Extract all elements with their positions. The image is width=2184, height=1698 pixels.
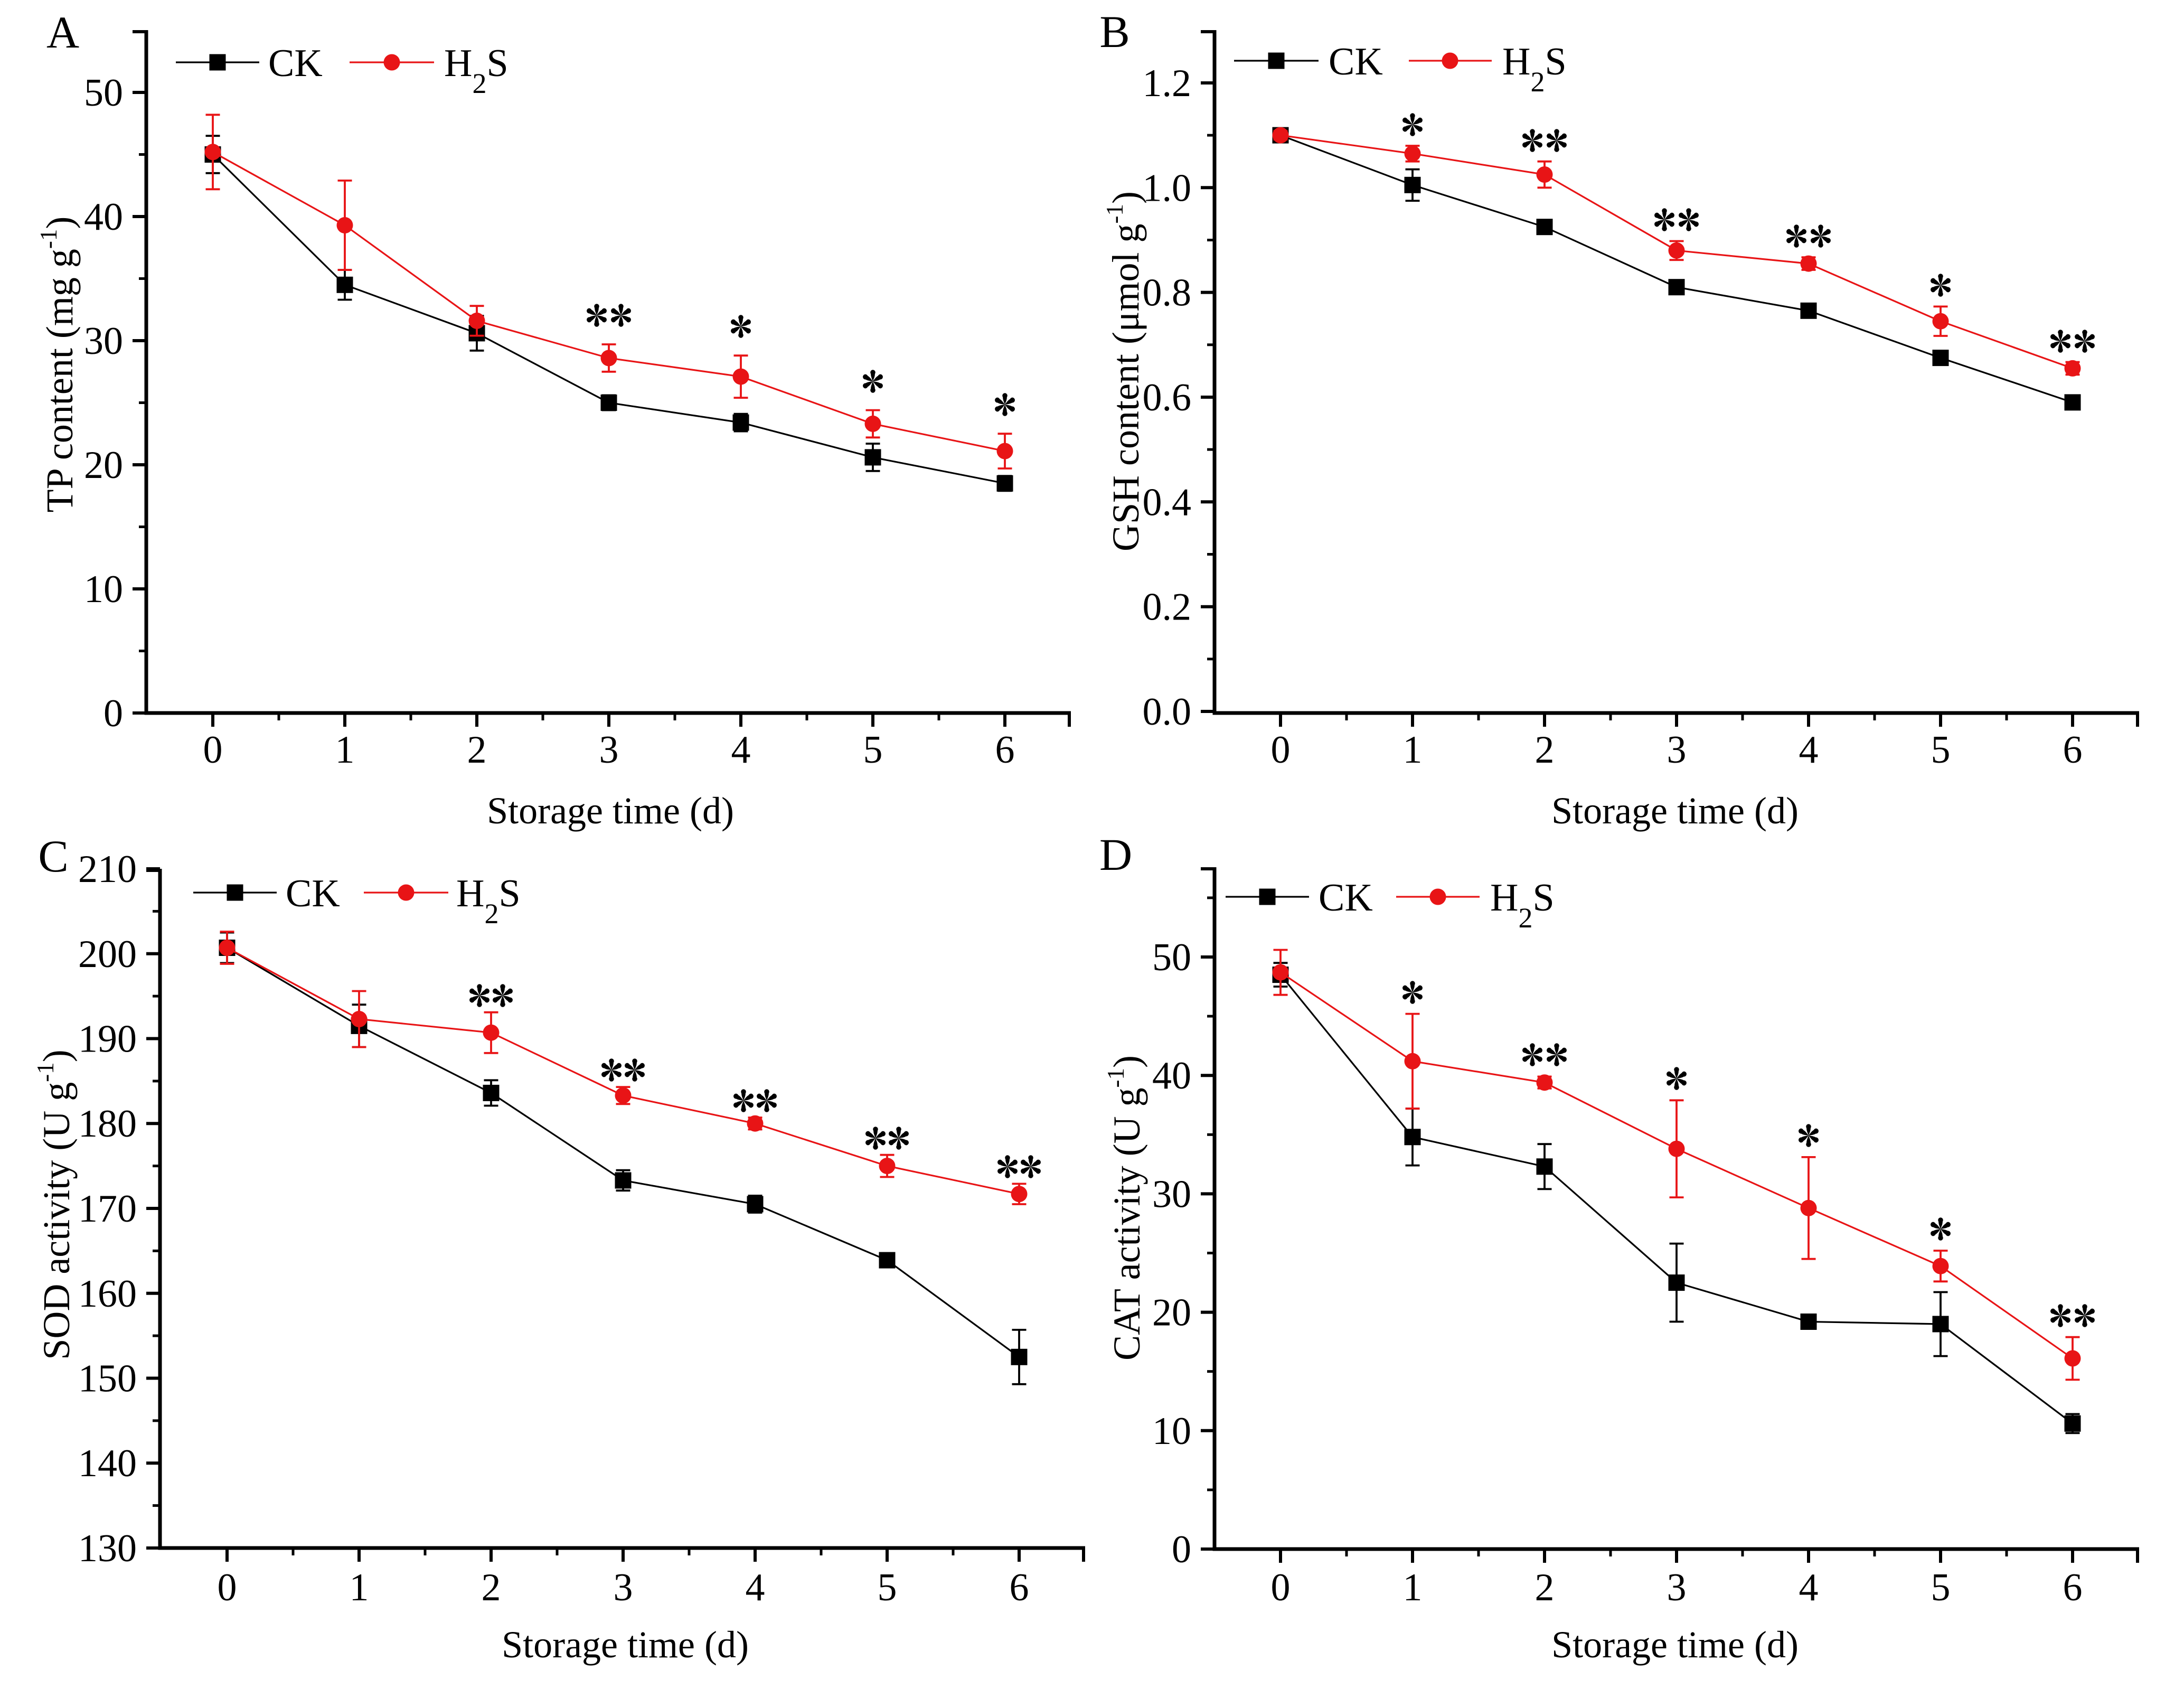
svg-text:1: 1: [335, 728, 355, 772]
svg-text:40: 40: [1152, 1054, 1191, 1097]
svg-text:0: 0: [203, 728, 223, 772]
svg-text:SOD activity (U g-1): SOD activity (U g-1): [32, 1049, 78, 1359]
svg-text:2: 2: [467, 728, 487, 772]
svg-text:130: 130: [78, 1527, 137, 1570]
svg-text:180: 180: [78, 1102, 137, 1146]
svg-text:200: 200: [78, 933, 137, 976]
svg-text:140: 140: [78, 1442, 137, 1485]
svg-text:170: 170: [78, 1187, 137, 1231]
svg-text:210: 210: [78, 848, 137, 891]
svg-text:6: 6: [2063, 1566, 2083, 1609]
svg-text:6: 6: [995, 728, 1015, 772]
svg-text:0: 0: [1271, 728, 1291, 772]
svg-text:CK: CK: [268, 42, 323, 85]
svg-text:1: 1: [1403, 1566, 1423, 1609]
svg-text:0: 0: [103, 692, 123, 735]
svg-text:50: 50: [84, 71, 123, 115]
svg-text:0: 0: [218, 1566, 237, 1609]
svg-text:0.2: 0.2: [1143, 586, 1192, 629]
svg-text:30: 30: [84, 320, 123, 363]
svg-text:10: 10: [1152, 1410, 1191, 1453]
svg-text:3: 3: [614, 1566, 633, 1609]
svg-text:0.6: 0.6: [1143, 376, 1192, 419]
svg-text:CK: CK: [1319, 876, 1373, 920]
svg-text:4: 4: [731, 728, 751, 772]
svg-text:C: C: [38, 831, 68, 881]
svg-text:30: 30: [1152, 1172, 1191, 1216]
svg-text:A: A: [46, 7, 79, 58]
svg-text:50: 50: [1152, 936, 1191, 979]
svg-text:5: 5: [1931, 728, 1951, 772]
svg-text:1: 1: [350, 1566, 369, 1609]
svg-text:20: 20: [84, 444, 123, 487]
svg-text:190: 190: [78, 1018, 137, 1061]
svg-text:B: B: [1099, 6, 1129, 57]
svg-text:1: 1: [1403, 728, 1423, 772]
svg-text:CK: CK: [286, 872, 340, 915]
svg-text:4: 4: [746, 1566, 765, 1609]
svg-text:4: 4: [1799, 728, 1819, 772]
svg-text:Storage time (d): Storage time (d): [487, 790, 734, 832]
svg-text:0: 0: [1271, 1566, 1291, 1609]
svg-text:20: 20: [1152, 1291, 1191, 1335]
svg-text:0.4: 0.4: [1143, 481, 1192, 524]
svg-text:40: 40: [84, 195, 123, 239]
svg-text:1.2: 1.2: [1143, 62, 1192, 105]
svg-text:CK: CK: [1329, 40, 1383, 83]
svg-text:2: 2: [1535, 728, 1555, 772]
svg-text:2: 2: [482, 1566, 501, 1609]
svg-text:6: 6: [2063, 728, 2083, 772]
svg-text:4: 4: [1799, 1566, 1819, 1609]
svg-text:0.8: 0.8: [1143, 271, 1192, 315]
svg-text:TP content (mg g-1): TP content (mg g-1): [35, 217, 81, 513]
svg-text:Storage time (d): Storage time (d): [1551, 790, 1799, 832]
svg-text:5: 5: [878, 1566, 897, 1609]
svg-text:D: D: [1099, 829, 1132, 880]
svg-text:3: 3: [1667, 1566, 1687, 1609]
svg-text:0: 0: [1172, 1528, 1191, 1571]
svg-text:Storage time (d): Storage time (d): [502, 1624, 749, 1666]
svg-text:3: 3: [1667, 728, 1687, 772]
svg-text:160: 160: [78, 1272, 137, 1316]
svg-text:6: 6: [1010, 1566, 1029, 1609]
svg-text:0.0: 0.0: [1143, 690, 1192, 734]
svg-text:2: 2: [1535, 1566, 1555, 1609]
svg-text:GSH content (μmol g-1): GSH content (μmol g-1): [1102, 191, 1147, 551]
svg-text:Storage time (d): Storage time (d): [1551, 1624, 1799, 1666]
svg-text:150: 150: [78, 1357, 137, 1401]
svg-text:5: 5: [1931, 1566, 1951, 1609]
svg-text:3: 3: [599, 728, 619, 772]
svg-text:1.0: 1.0: [1143, 166, 1192, 210]
svg-text:10: 10: [84, 568, 123, 611]
svg-text:5: 5: [863, 728, 883, 772]
svg-text:CAT activity (U g-1): CAT activity (U g-1): [1103, 1055, 1148, 1361]
